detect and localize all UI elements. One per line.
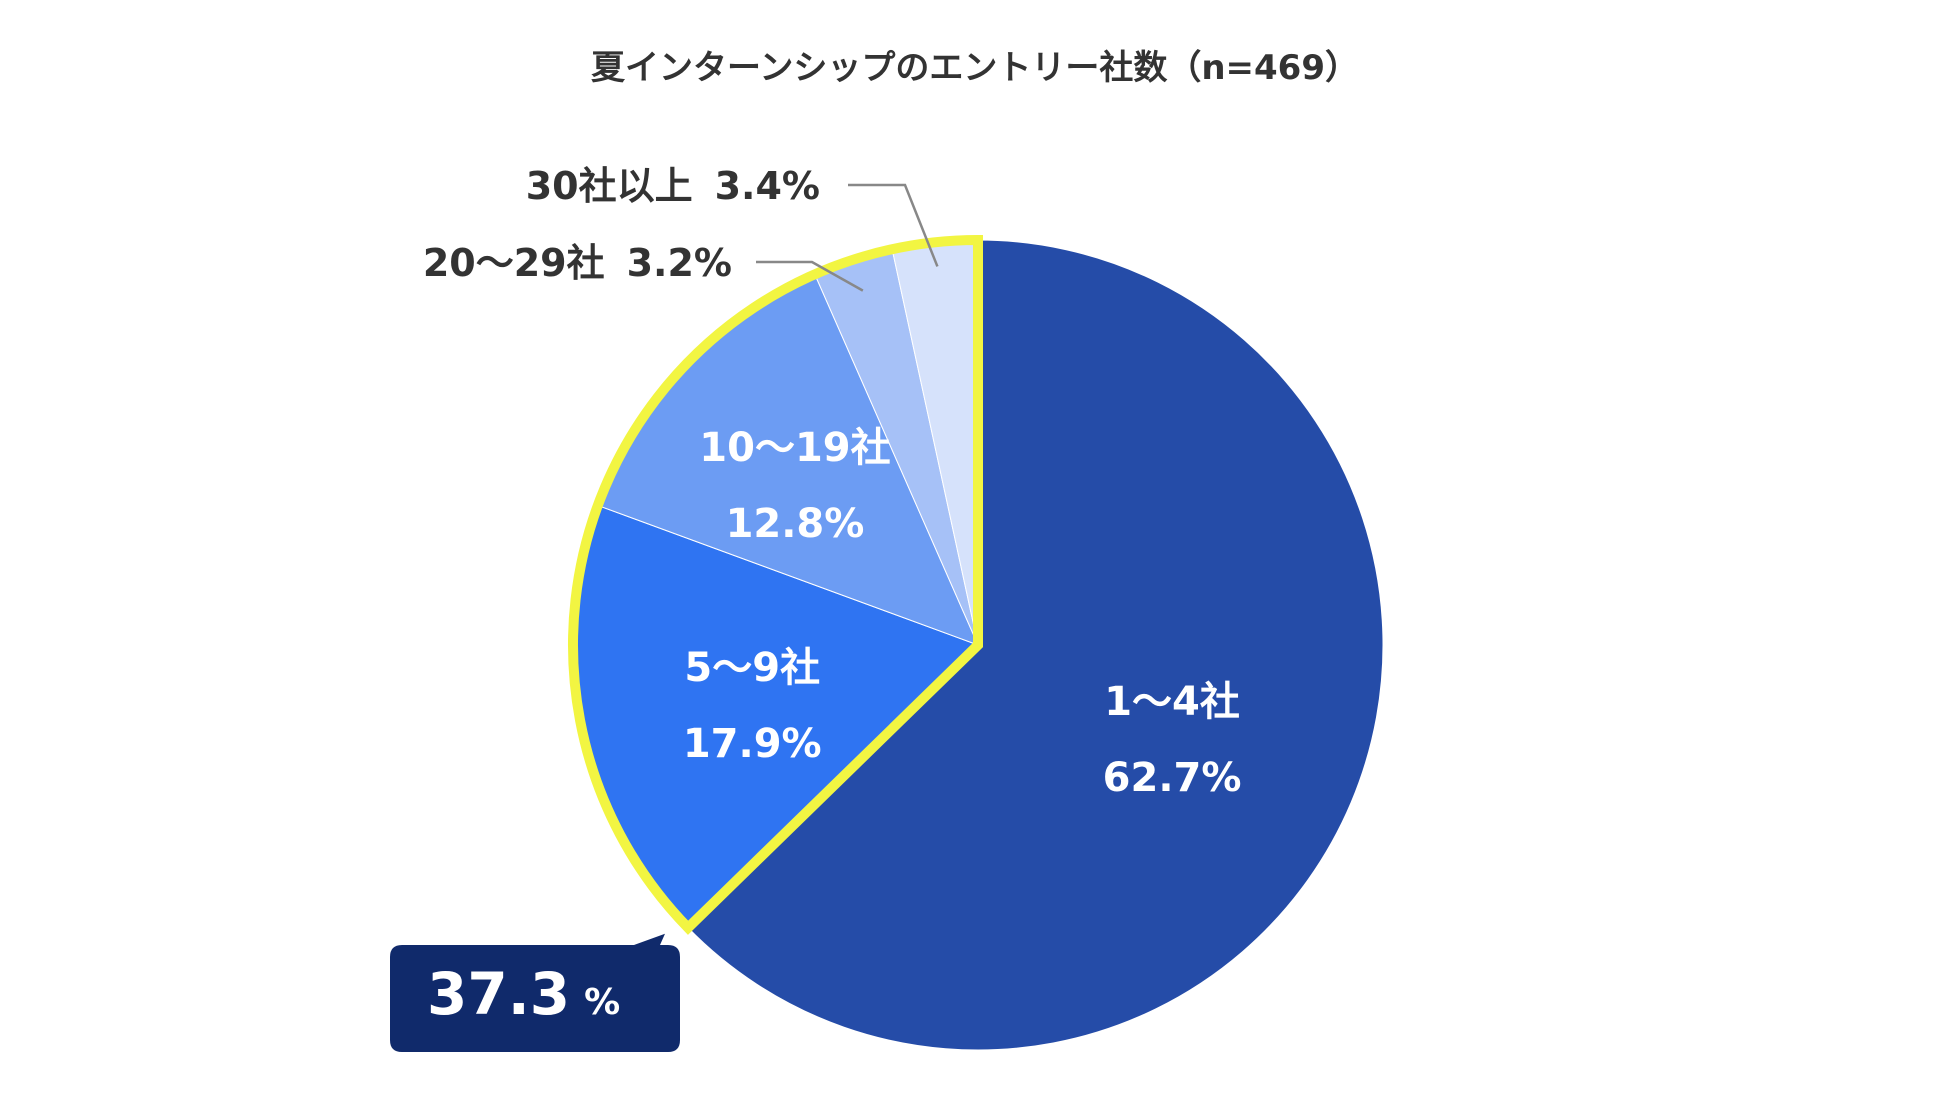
slice-label-2: 5〜9社 (684, 645, 820, 691)
callout-value: 37.3% (427, 960, 620, 1028)
pie-slice-1 (687, 239, 1384, 1051)
slice-label-4: 20〜29社 3.2% (423, 241, 732, 285)
slice-value-label-1: 62.7% (1103, 755, 1242, 801)
leader-line-5 (848, 183, 939, 267)
leader-line-4 (756, 260, 864, 292)
slice-label-1: 1〜4社 (1104, 679, 1240, 725)
slice-label-3: 10〜19社 (699, 425, 890, 471)
slice-label-5: 30社以上 3.4% (526, 164, 820, 208)
slice-value-label-3: 12.8% (726, 501, 865, 547)
callout-box (390, 933, 680, 1052)
chart-title: 夏インターンシップのエントリー社数（n=469） (591, 48, 1359, 88)
highlight-outline (568, 234, 983, 935)
slice-value-label-2: 17.9% (683, 721, 822, 767)
